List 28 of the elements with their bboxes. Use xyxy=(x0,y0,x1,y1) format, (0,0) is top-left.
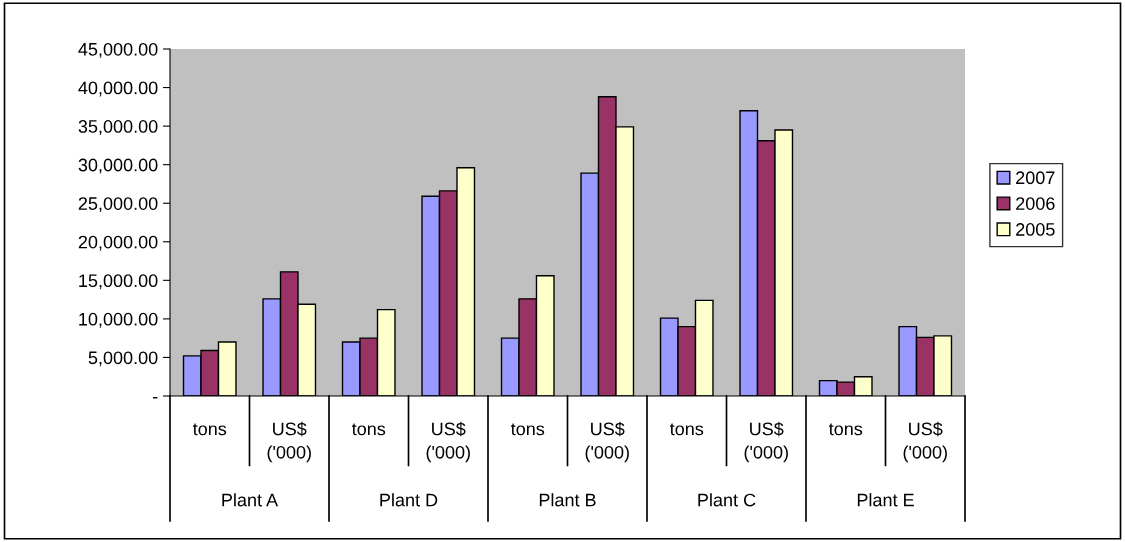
x-tick-label: US$ ('000) xyxy=(744,421,788,463)
y-tick-label: 10,000.00 xyxy=(79,312,158,328)
y-tick-label: 15,000.00 xyxy=(79,274,158,290)
x-tick-label: tons xyxy=(828,423,863,436)
y-tick-label: 5,000.00 xyxy=(88,351,158,367)
x-tick-label: tons xyxy=(192,423,227,436)
x-tick-label: US$ ('000) xyxy=(426,421,470,463)
x-tick-label: US$ ('000) xyxy=(585,421,629,463)
text: Plant C xyxy=(698,493,756,507)
x-tick-label: US$ ('000) xyxy=(267,421,311,463)
y-tick-label: 45,000.00 xyxy=(78,42,158,58)
y-tick-label: 40,000.00 xyxy=(78,81,158,97)
y-tick-label: - xyxy=(152,397,158,399)
x-tick-label: tons xyxy=(510,423,545,436)
legend-label: 2007 xyxy=(1016,171,1055,185)
legend-label: 2005 xyxy=(1016,223,1055,236)
legend-label: 2006 xyxy=(1016,197,1055,210)
x-tick-label: US$ ('000) xyxy=(903,421,947,463)
text: Plant E xyxy=(857,493,914,507)
text: Plant A xyxy=(222,493,279,507)
y-tick-label: 35,000.00 xyxy=(78,120,158,135)
y-tick-label: 30,000.00 xyxy=(78,158,158,174)
y-tick-label: 20,000.00 xyxy=(78,235,158,251)
text: Plant B xyxy=(539,493,596,507)
y-tick-label: 25,000.00 xyxy=(78,197,158,213)
x-tick-label: tons xyxy=(351,423,386,436)
x-tick-label: tons xyxy=(669,423,704,436)
text: Plant D xyxy=(380,493,438,507)
